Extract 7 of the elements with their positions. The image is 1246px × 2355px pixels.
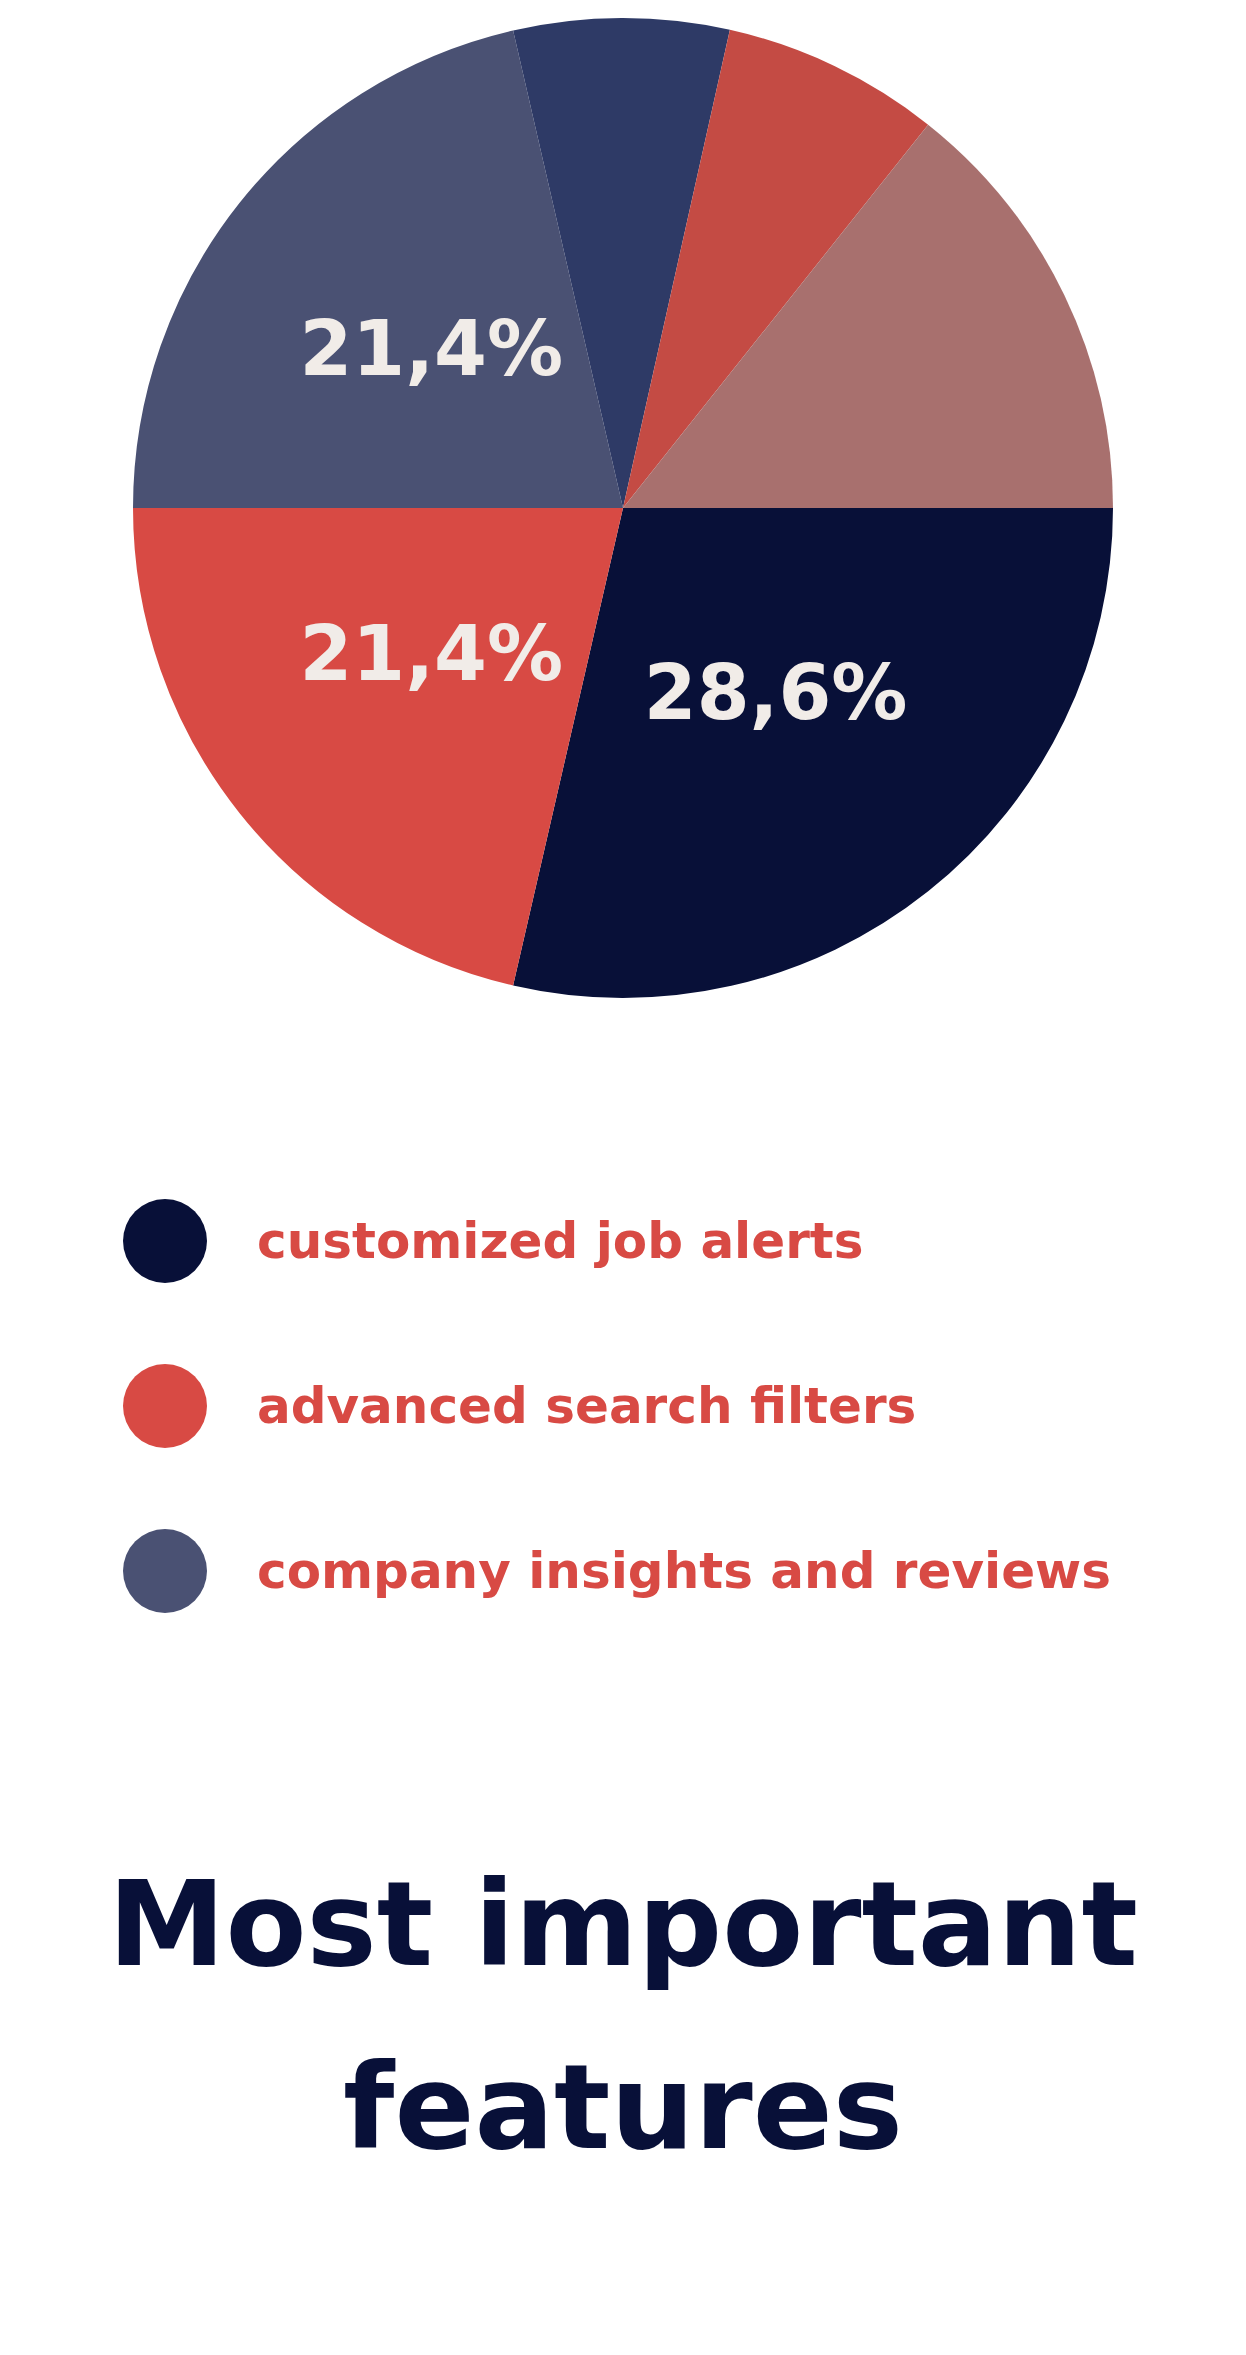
legend-label: advanced search filters	[257, 1376, 917, 1435]
data-label: 21,4%	[299, 609, 564, 699]
legend-label: customized job alerts	[257, 1211, 864, 1270]
legend-label: company insights and reviews	[257, 1541, 1112, 1600]
text: Most important features	[107, 1854, 1139, 2178]
data-label: 21,4%	[299, 304, 564, 394]
data-label: 28,6%	[643, 648, 908, 738]
